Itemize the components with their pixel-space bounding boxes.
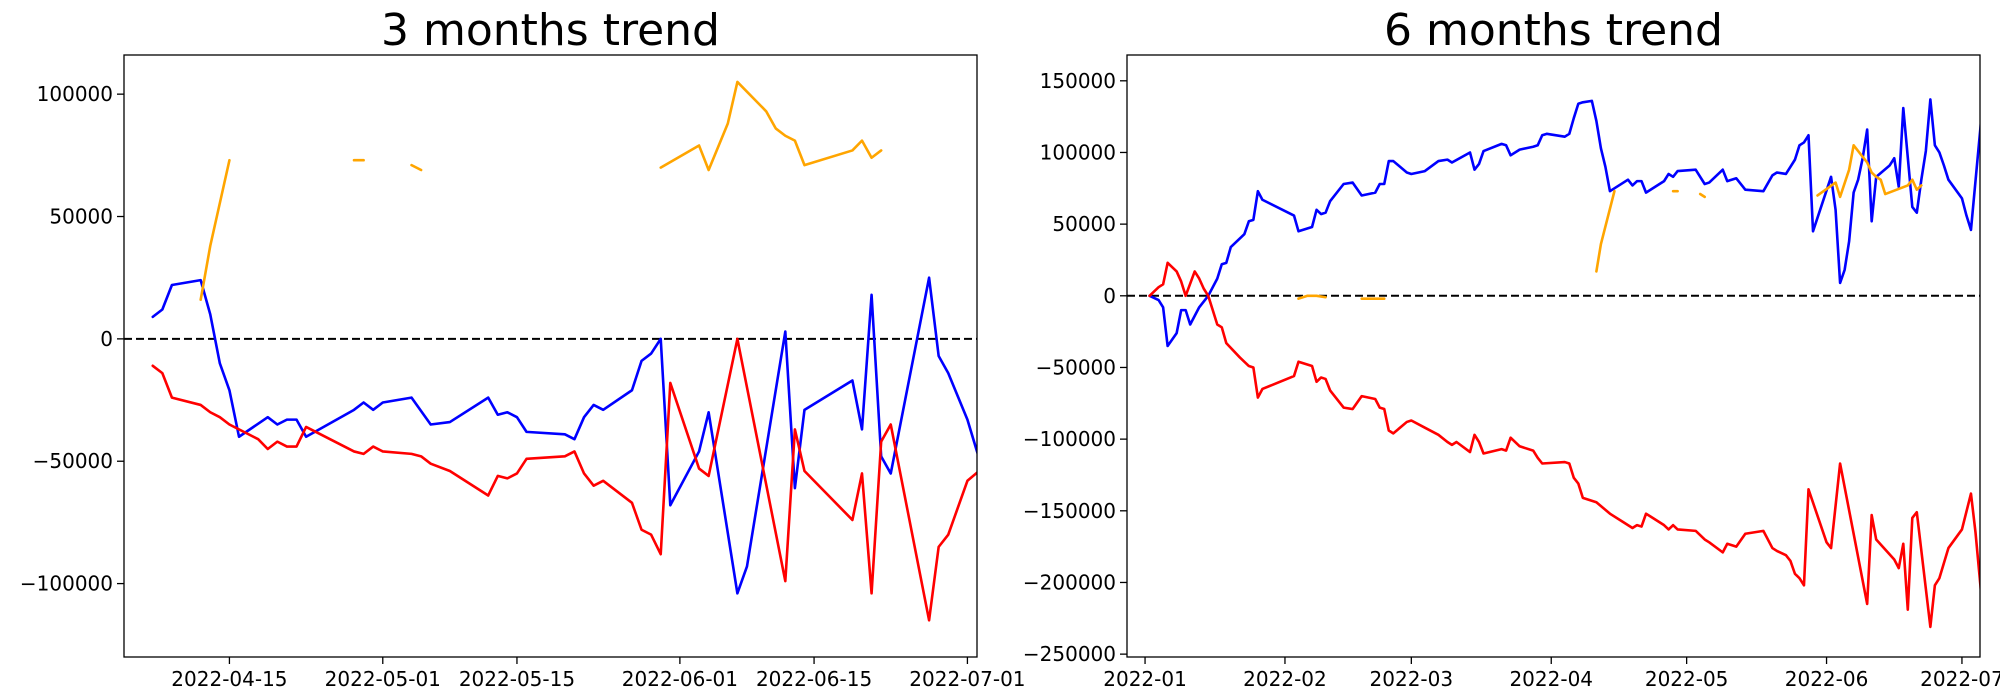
y-tick-label: 100000 bbox=[1040, 140, 1116, 164]
y-tick-label: 50000 bbox=[1052, 212, 1116, 236]
y-tick-label: 0 bbox=[1103, 284, 1116, 308]
y-tick-label: −100000 bbox=[20, 572, 113, 596]
x-tick-label: 2022-07-01 bbox=[909, 667, 1025, 691]
chart-title: 6 months trend bbox=[1384, 5, 1723, 56]
x-tick-label: 2022-04 bbox=[1509, 667, 1593, 691]
x-tick-label: 2022-03 bbox=[1370, 667, 1454, 691]
x-tick-label: 2022-04-15 bbox=[171, 667, 287, 691]
x-tick-label: 2022-02 bbox=[1243, 667, 1327, 691]
x-tick-label: 2022-06 bbox=[1785, 667, 1869, 691]
y-tick-label: −50000 bbox=[33, 449, 113, 473]
y-tick-label: 50000 bbox=[49, 205, 113, 229]
series-line-0 bbox=[1148, 98, 1980, 348]
x-tick-label: 2022-01 bbox=[1103, 667, 1187, 691]
x-tick-label: 2022-07 bbox=[1920, 667, 2000, 691]
plot-area-frame bbox=[123, 54, 978, 658]
y-tick-label: −100000 bbox=[1023, 427, 1116, 451]
series-line-1 bbox=[1148, 261, 1980, 629]
chart-3-months: 3 months trend 2022-04-15 2022-05-01 2022-0… bbox=[20, 5, 1026, 691]
chart-title: 3 months trend bbox=[381, 5, 720, 56]
y-tick-label: −150000 bbox=[1023, 499, 1116, 523]
plot-area-frame bbox=[1126, 54, 1981, 658]
x-tick-label: 2022-06-15 bbox=[756, 667, 872, 691]
series-line-0 bbox=[151, 276, 977, 595]
y-tick-label: −50000 bbox=[1036, 355, 1116, 379]
x-tick-label: 2022-06-01 bbox=[622, 667, 738, 691]
x-tick-label: 2022-05-01 bbox=[325, 667, 441, 691]
series-line-2 bbox=[199, 80, 883, 302]
y-tick-label: 100000 bbox=[37, 82, 113, 106]
x-tick-label: 2022-05-15 bbox=[459, 667, 575, 691]
y-tick-label: −250000 bbox=[1023, 642, 1116, 666]
series-line-2 bbox=[1297, 144, 1923, 300]
series-line-1 bbox=[151, 337, 977, 622]
x-tick-label: 2022-05 bbox=[1645, 667, 1729, 691]
y-tick-label: 150000 bbox=[1040, 69, 1116, 93]
y-tick-label: −200000 bbox=[1023, 570, 1116, 594]
y-tick-label: 0 bbox=[100, 327, 113, 351]
chart-6-months: 6 months trend 2022-01 2022-02 2022-03 2022-… bbox=[1023, 5, 2000, 691]
